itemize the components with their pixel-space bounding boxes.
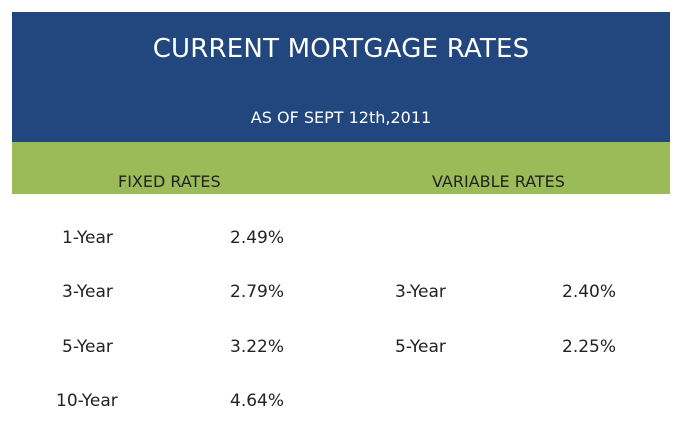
- variable-rate-3-year: 2.40%: [562, 282, 617, 302]
- fixed-rate-5-year: 3.22%: [230, 337, 285, 357]
- fixed-term-10-year: 10-Year: [56, 391, 118, 411]
- page-title: CURRENT MORTGAGE RATES: [152, 34, 530, 64]
- fixed-rate-3-year: 2.79%: [230, 282, 285, 302]
- variable-term-3-year: 3-Year: [395, 282, 446, 302]
- fixed-rate-10-year: 4.64%: [230, 391, 285, 411]
- fixed-term-1-year: 1-Year: [62, 228, 113, 248]
- page-subtitle: AS OF SEPT 12th,2011: [250, 108, 432, 127]
- header-banner: CURRENT MORTGAGE RATES AS OF SEPT 12th,2…: [12, 12, 670, 142]
- column-header-band: [12, 142, 670, 194]
- fixed-rate-1-year: 2.49%: [230, 228, 285, 248]
- fixed-term-5-year: 5-Year: [62, 337, 113, 357]
- fixed-term-3-year: 3-Year: [62, 282, 113, 302]
- fixed-rates-heading: FIXED RATES: [118, 172, 221, 191]
- variable-term-5-year: 5-Year: [395, 337, 446, 357]
- variable-rate-5-year: 2.25%: [562, 337, 617, 357]
- variable-rates-heading: VARIABLE RATES: [432, 172, 565, 191]
